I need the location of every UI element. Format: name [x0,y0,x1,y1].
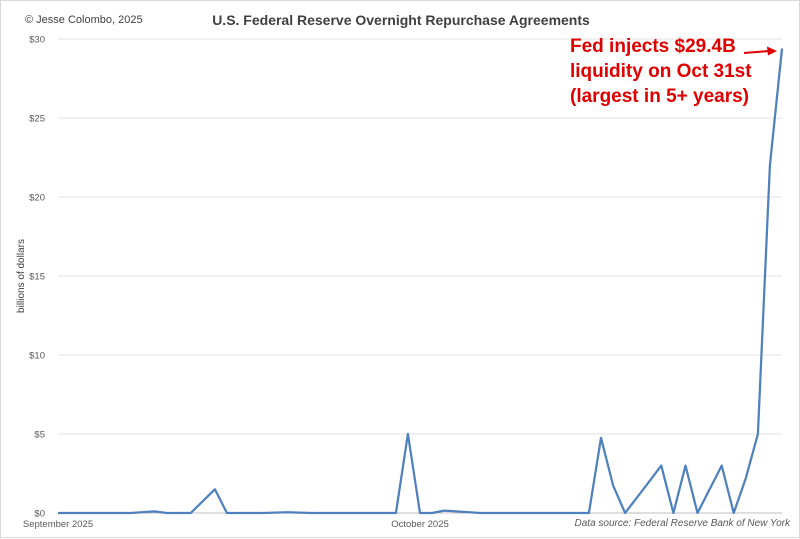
y-tick-label: $0 [34,509,45,520]
y-tick-label: $10 [29,351,45,362]
x-tick-label: September 2025 [23,519,93,530]
series-layer [58,48,784,515]
y-axis-label: billions of dollars [16,239,27,313]
series-line [58,48,784,515]
annotation-line-3: (largest in 5+ years) [570,86,750,107]
chart-title: U.S. Federal Reserve Overnight Repurchas… [212,12,590,28]
annotation-callout: Fed injects $29.4B liquidity on Oct 31st… [570,34,785,109]
y-tick-label: $25 [29,114,45,125]
y-tick-label: $5 [34,430,45,441]
y-tick-label: $15 [29,272,45,283]
x-tick-label: October 2025 [391,519,449,530]
gridlines [58,38,782,514]
annotation-line-2: liquidity on Oct 31st [570,61,752,82]
y-tick-label: $30 [29,35,45,46]
annotation-arrow [743,46,777,56]
annotation-line-1: Fed injects $29.4B [570,36,736,57]
copyright-note: © Jesse Colombo, 2025 [25,14,143,26]
y-axis-ticks: $0 $5 $10 $15 $20 $25 $30 [29,35,45,520]
y-tick-label: $20 [29,193,45,204]
x-axis-ticks: September 2025 October 2025 [23,519,449,530]
data-source-note: Data source: Federal Reserve Bank of New… [574,518,790,529]
